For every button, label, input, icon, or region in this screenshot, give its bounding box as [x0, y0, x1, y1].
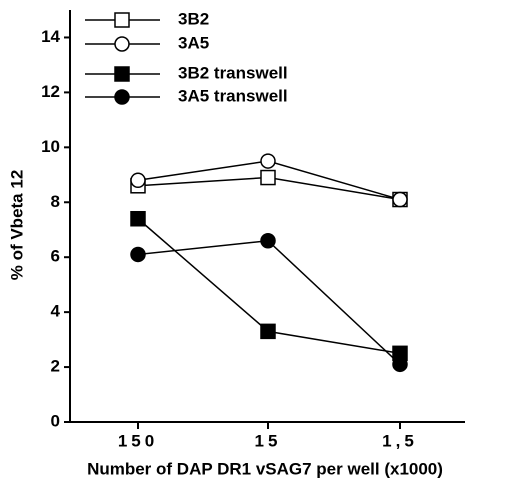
y-tick-label: 6: [51, 247, 60, 266]
legend-marker: [114, 36, 130, 52]
marker: [130, 210, 146, 227]
legend-label: 3A5: [178, 33, 209, 52]
marker: [260, 323, 276, 340]
marker: [392, 356, 408, 373]
x-tick-label: 1,5: [382, 431, 418, 450]
x-axis-label: Number of DAP DR1 vSAG7 per well (x1000): [87, 459, 443, 478]
legend-label: 3A5 transwell: [178, 86, 288, 105]
y-tick-label: 4: [51, 302, 61, 321]
y-tick-label: 8: [51, 192, 60, 211]
legend-marker: [114, 89, 130, 105]
legend-label: 3B2: [178, 9, 209, 28]
marker: [260, 232, 276, 249]
marker: [260, 153, 276, 169]
marker: [130, 246, 146, 263]
y-tick-label: 10: [41, 137, 60, 156]
x-tick-label: 150: [118, 431, 158, 450]
series-line: [137, 239, 401, 365]
legend-label: 3B2 transwell: [178, 63, 288, 82]
marker: [260, 169, 276, 186]
y-tick-label: 2: [51, 357, 60, 376]
y-axis-label: % of Vbeta 12: [7, 170, 26, 281]
y-tick-label: 0: [51, 411, 60, 430]
legend-marker: [114, 12, 130, 28]
y-tick-label: 14: [41, 27, 60, 46]
x-tick-label: 15: [255, 431, 282, 450]
y-tick-label: 12: [41, 82, 60, 101]
legend-marker: [114, 66, 130, 82]
marker: [130, 172, 146, 189]
marker: [392, 191, 408, 208]
